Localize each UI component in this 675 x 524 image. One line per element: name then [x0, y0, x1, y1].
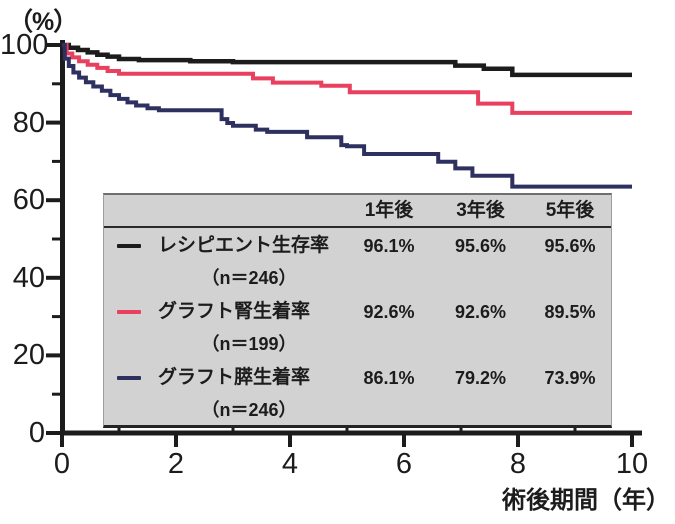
legend-value-3yr: 95.6%: [454, 236, 507, 256]
survival-curve-0-recipient: [62, 42, 632, 78]
legend-value-3yr: 79.2%: [454, 368, 507, 388]
legend-value-5yr: 73.9%: [544, 368, 596, 388]
survival-curve-1-kidney-graft: [62, 43, 632, 115]
legend-table-header: 1年後 3年後 5年後: [104, 195, 611, 228]
y-tick-label-40: 40: [12, 262, 45, 294]
legend-row-n-count: （n＝246）: [201, 400, 297, 420]
legend-value-1yr: 86.1%: [363, 368, 415, 388]
legend-row-label: グラフト膵生着率: [158, 367, 311, 388]
kidney-series-dash-icon: [104, 294, 154, 330]
y-axis-unit-label: （%）: [8, 8, 78, 36]
legend-value-1yr: 92.6%: [363, 302, 415, 322]
y-tick-label-80: 80: [12, 107, 45, 139]
x-tick-label-6: 6: [395, 448, 413, 480]
y-tick-label-0: 0: [28, 417, 45, 449]
y-tick-label-100: 100: [0, 29, 49, 61]
legend-row-pancreas-graft-survival: グラフト膵生着率 （n＝246） 86.1% 79.2% 73.9%: [104, 360, 611, 426]
legend-header-1yr: 1年後: [364, 200, 414, 221]
legend-value-1yr: 96.1%: [363, 236, 415, 256]
recipient-series-dash-icon: [104, 228, 154, 264]
y-tick-label-60: 60: [12, 184, 45, 216]
y-tick-label-20: 20: [12, 339, 45, 371]
survival-curve-2-pancreas-graft: [62, 43, 632, 189]
x-tick-label-8: 8: [509, 448, 527, 480]
x-tick-label-0: 0: [53, 448, 71, 480]
x-axis-title: 術後期間（年）: [502, 487, 670, 514]
legend-value-5yr: 95.6%: [544, 236, 596, 256]
legend-row-label: グラフト腎生着率: [158, 301, 311, 322]
legend-header-3yr: 3年後: [456, 200, 505, 221]
legend-value-3yr: 92.6%: [454, 302, 507, 322]
x-tick-label-10: 10: [615, 448, 649, 480]
legend-row-n-count: （n＝246）: [201, 268, 297, 288]
legend-row-kidney-graft-survival: グラフト腎生着率 （n＝199） 92.6% 92.6% 89.5%: [104, 294, 611, 360]
legend-row-n-count: （n＝199）: [201, 334, 297, 354]
legend-row-recipient-survival: レシピエント生存率 （n＝246） 96.1% 95.6% 95.6%: [104, 228, 611, 294]
legend-value-5yr: 89.5%: [544, 302, 596, 322]
legend-header-5yr: 5年後: [545, 200, 595, 221]
pancreas-series-dash-icon: [104, 360, 154, 396]
x-tick-label-4: 4: [281, 448, 299, 480]
legend-table: 1年後 3年後 5年後 レシピエント生存率 （n＝246） 96.1% 95.6…: [103, 193, 612, 428]
x-tick-label-2: 2: [167, 448, 185, 480]
legend-row-label: レシピエント生存率: [158, 235, 330, 256]
